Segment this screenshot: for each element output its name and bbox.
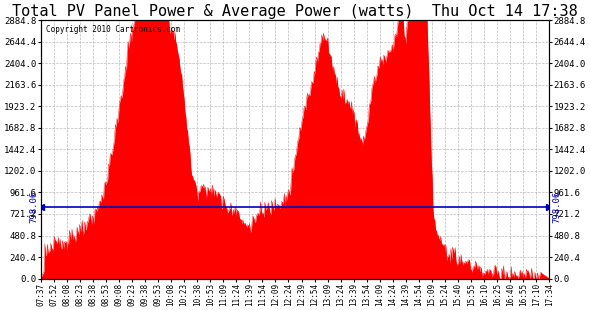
Text: 798.06: 798.06 xyxy=(552,191,561,223)
Text: 798.06: 798.06 xyxy=(29,191,38,223)
Text: Copyright 2010 Cartronics.com: Copyright 2010 Cartronics.com xyxy=(45,25,180,34)
Title: Total PV Panel Power & Average Power (watts)  Thu Oct 14 17:38: Total PV Panel Power & Average Power (wa… xyxy=(12,4,578,19)
